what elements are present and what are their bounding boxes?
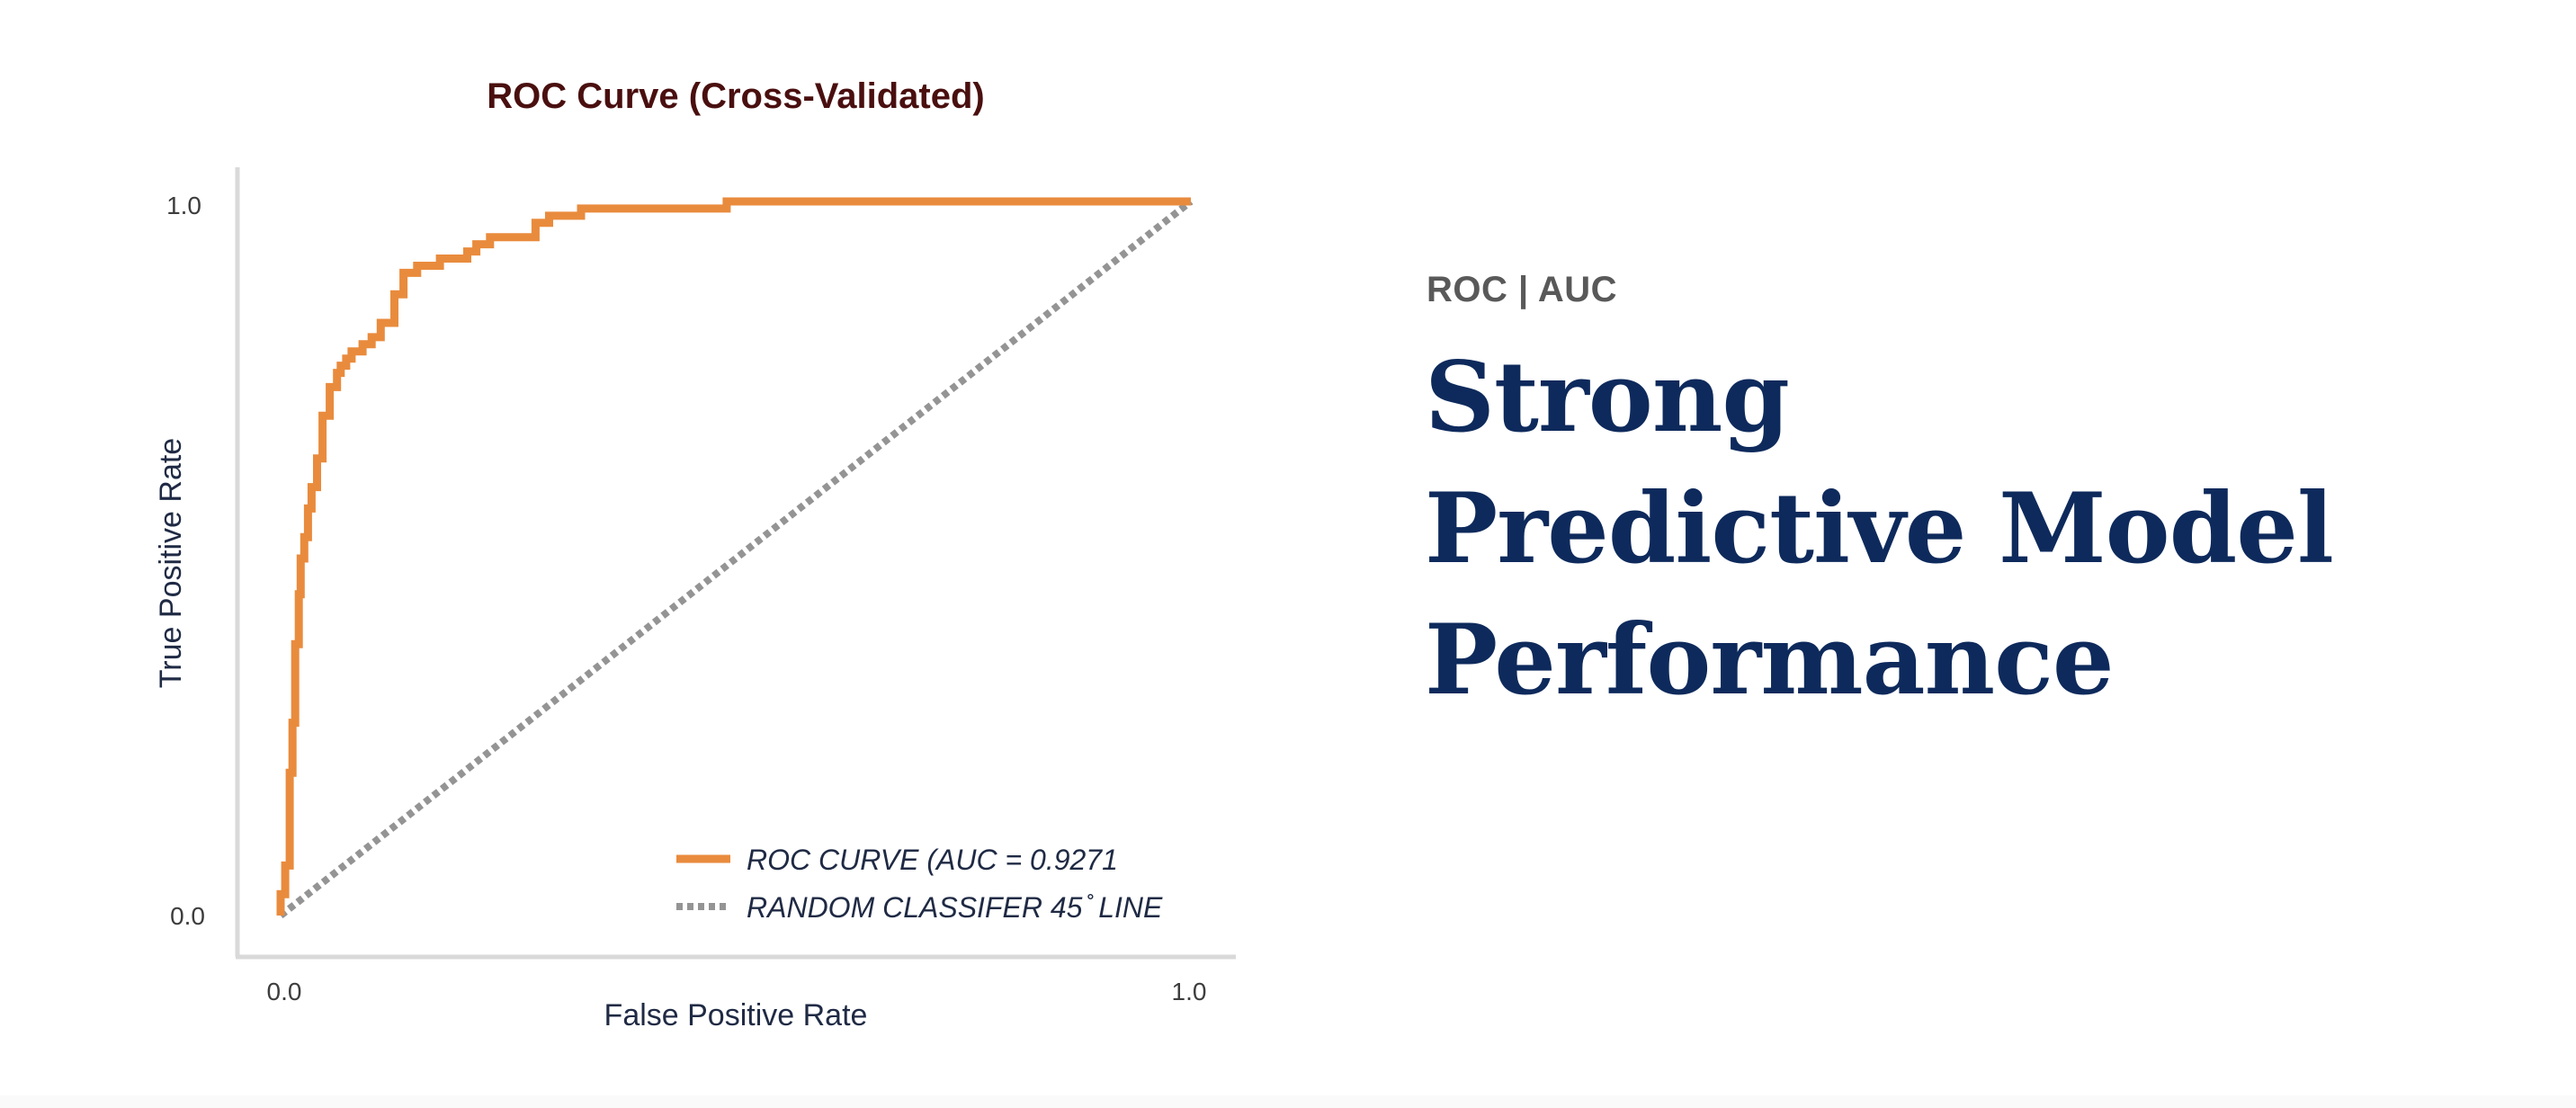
headline-panel: ROC | AUC Strong Predictive Model Perfor… [1425, 270, 2504, 726]
x-tick-right: 1.0 [1172, 978, 1207, 1005]
headline-line-3: Performance [1425, 603, 2115, 717]
x-axis-label: False Positive Rate [604, 998, 868, 1032]
chart-title: ROC Curve (Cross-Validated) [487, 76, 984, 116]
legend-label-random: RANDOM CLASSIFER 45 ̊ LINE [747, 891, 1163, 924]
bottom-band [0, 1095, 2576, 1108]
legend-label-roc: ROC CURVE (AUC = 0.9271 [747, 844, 1118, 876]
headline: Strong Predictive Model Performance [1425, 332, 2504, 726]
random-classifier-line [278, 198, 1194, 919]
headline-line-2: Predictive Model [1425, 472, 2334, 585]
y-axis-label: True Positive Rate [154, 438, 188, 688]
roc-chart-svg: ROC Curve (Cross-Validated) 1.0 0.0 0.0 … [154, 76, 1236, 1032]
series-layer [276, 197, 1194, 919]
x-tick-left: 0.0 [267, 978, 302, 1005]
y-tick-bottom: 0.0 [170, 902, 205, 930]
kicker-label: ROC | AUC [1427, 270, 1617, 309]
headline-line-1: Strong [1425, 341, 1790, 454]
y-tick-top: 1.0 [166, 192, 201, 219]
roc-curve-line [276, 197, 1191, 916]
roc-chart: ROC Curve (Cross-Validated) 1.0 0.0 0.0 … [154, 76, 1236, 1032]
